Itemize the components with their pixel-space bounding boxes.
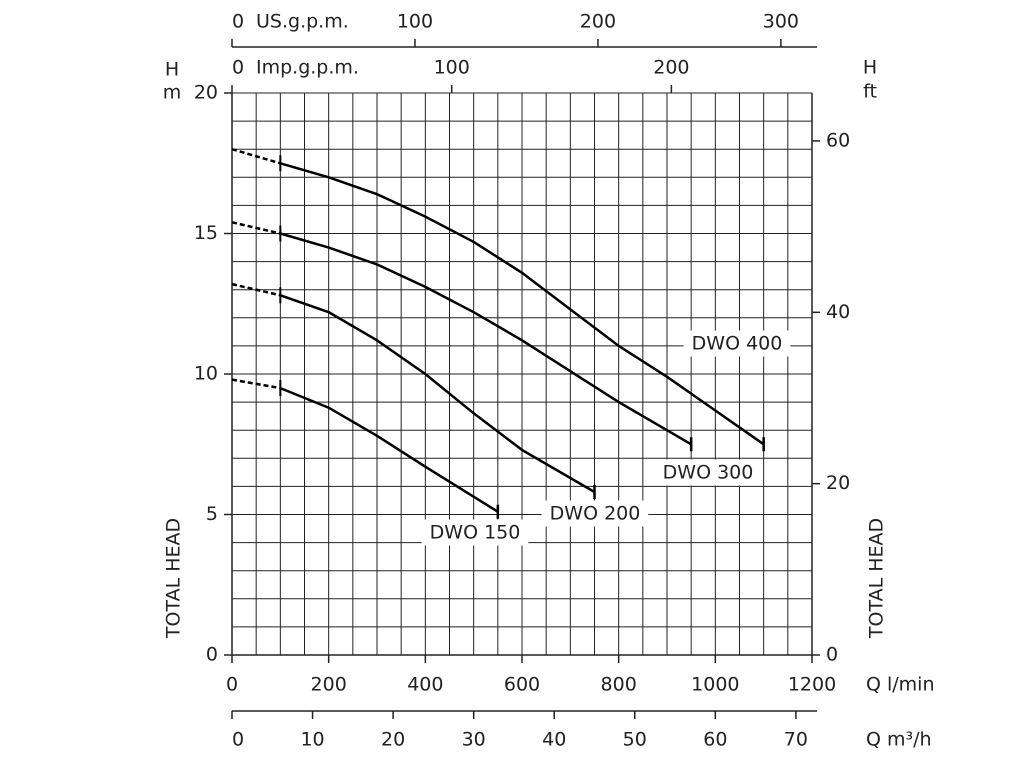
y-tick-label: 20 [194,82,218,104]
extra-x-tick-label: 10 [300,729,324,751]
extra-x-tick-label: 200 [580,11,616,33]
x-title: Q l/min [866,674,935,696]
x-tick-label: 200 [311,674,347,696]
extra-x-tick-label: 30 [462,729,486,751]
extra-x-tick-label: 200 [653,57,689,79]
y-symbol: H [165,59,179,81]
y2-title: TOTAL HEAD [866,518,888,639]
curve [231,221,692,446]
y2-tick-label: 0 [826,644,838,666]
y2-symbol: H [863,57,877,79]
y-tick-label: 10 [194,363,218,385]
y-tick-label: 15 [194,222,218,244]
series-label: DWO 400 [692,333,783,355]
series-label-bg [541,500,649,527]
x-tick-label: 600 [504,674,540,696]
extra-x-tick-label: 70 [784,729,808,751]
y-unit: m [163,82,182,104]
x-tick-label: 0 [226,674,238,696]
extra-x-tick-label: 300 [763,11,799,33]
x-tick-label: 800 [601,674,637,696]
curve [231,378,499,513]
series-label: DWO 200 [550,503,641,525]
extra-x-title: Imp.g.p.m. [256,57,359,79]
y2-unit: ft [863,81,877,103]
extra-x-tick-label: 100 [397,11,433,33]
series-label: DWO 300 [663,462,754,484]
y-tick-label: 5 [206,503,218,525]
extra-x-title: Q m³/h [866,729,932,751]
extra-x-tick-label: 0 [232,11,244,33]
extra-x-tick-label: 100 [434,57,470,79]
x-tick-label: 400 [407,674,443,696]
extra-x-title: US.g.p.m. [256,11,349,33]
x-tick-label: 1000 [691,674,739,696]
extra-x-tick-label: 0 [232,729,244,751]
x-tick-label: 1200 [788,674,836,696]
y2-tick-label: 60 [826,129,850,151]
series-label-bg [421,519,529,546]
y2-tick-label: 20 [826,472,850,494]
y-tick-label: 0 [206,644,218,666]
series-label-bg [654,459,762,486]
series-label: DWO 150 [430,522,521,544]
extra-x-tick-label: 60 [703,729,727,751]
extra-x-tick-label: 20 [381,729,405,751]
extra-x-tick-label: 50 [623,729,647,751]
extra-x-tick-label: 0 [232,57,244,79]
y2-tick-label: 40 [826,301,850,323]
extra-x-tick-label: 40 [542,729,566,751]
curve [231,282,596,494]
curve [231,148,765,446]
series-label-bg [683,330,791,357]
y-title: TOTAL HEAD [163,518,185,639]
